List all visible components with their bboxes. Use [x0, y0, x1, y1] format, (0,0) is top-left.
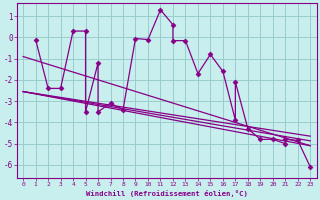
- X-axis label: Windchill (Refroidissement éolien,°C): Windchill (Refroidissement éolien,°C): [86, 190, 248, 197]
